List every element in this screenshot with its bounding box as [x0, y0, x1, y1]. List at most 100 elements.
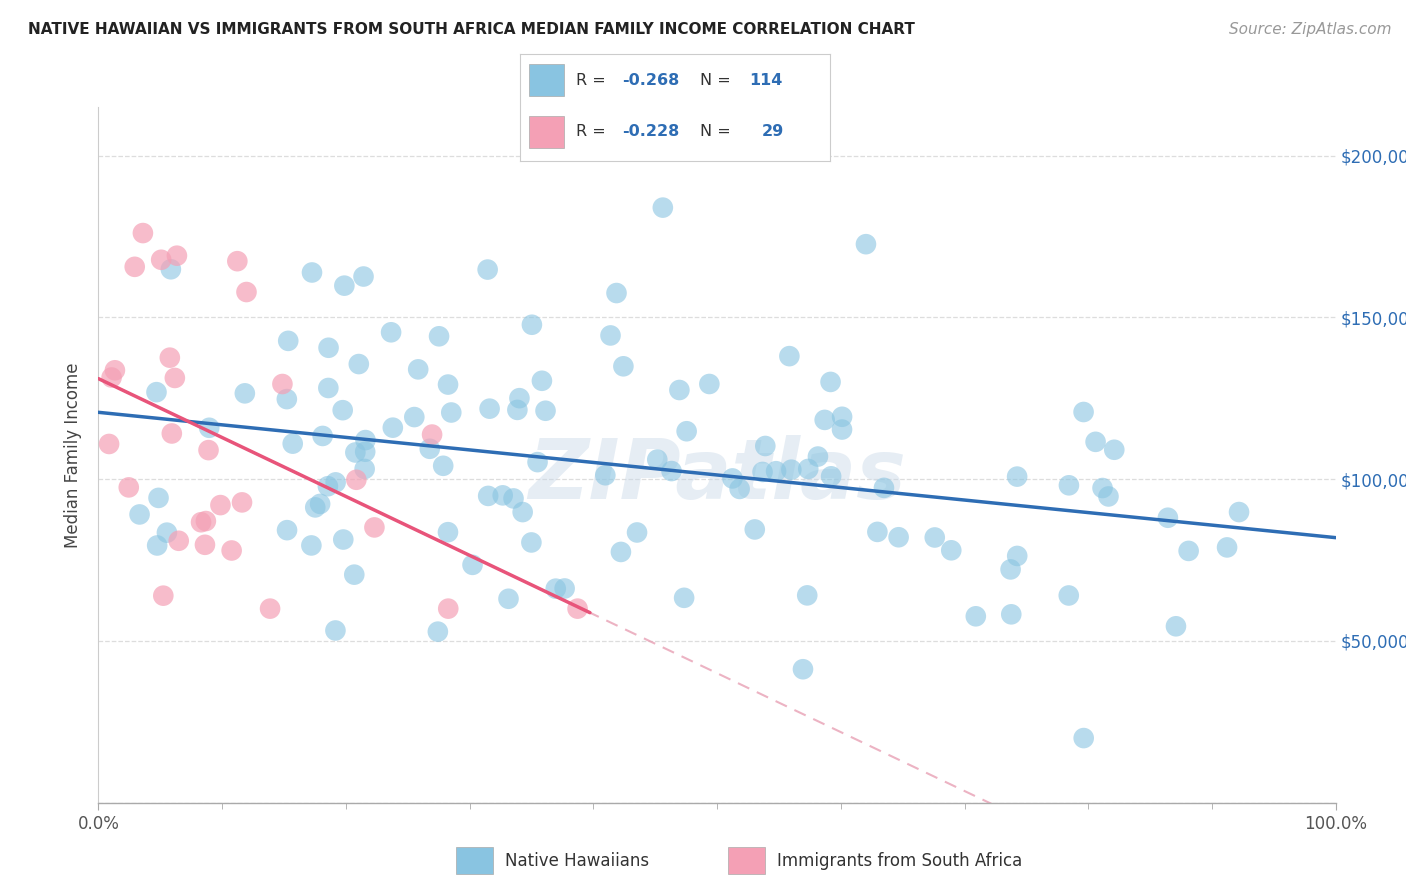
Point	[1005, 469, 1028, 483]
Point	[198, 421, 221, 435]
Point	[699, 376, 721, 391]
Point	[363, 520, 385, 534]
Point	[427, 329, 450, 343]
Point	[354, 444, 377, 458]
Point	[231, 495, 253, 509]
Point	[780, 463, 803, 477]
Text: -0.268: -0.268	[623, 73, 679, 87]
Point	[160, 262, 183, 277]
Text: Source: ZipAtlas.com: Source: ZipAtlas.com	[1229, 22, 1392, 37]
Point	[194, 514, 217, 528]
Point	[333, 278, 356, 293]
Text: 29: 29	[762, 124, 783, 139]
Text: N =: N =	[700, 73, 735, 87]
Point	[325, 475, 347, 490]
Bar	[530, 116, 564, 148]
Point	[419, 442, 441, 456]
Point	[1073, 731, 1095, 745]
Point	[508, 391, 530, 405]
Point	[156, 525, 179, 540]
Point	[610, 545, 633, 559]
Point	[276, 392, 298, 406]
Point	[132, 226, 155, 240]
Text: Native Hawaiians: Native Hawaiians	[505, 852, 650, 870]
Point	[344, 473, 367, 487]
Point	[159, 351, 181, 365]
Point	[924, 531, 946, 545]
Point	[281, 436, 304, 450]
Point	[311, 429, 333, 443]
Point	[259, 601, 281, 615]
Point	[152, 589, 174, 603]
Point	[221, 543, 243, 558]
Point	[530, 374, 553, 388]
Point	[344, 445, 367, 459]
Point	[209, 498, 232, 512]
Point	[965, 609, 987, 624]
Point	[673, 591, 696, 605]
Point	[150, 252, 173, 267]
Point	[831, 423, 853, 437]
Point	[612, 359, 634, 374]
Point	[477, 489, 499, 503]
Point	[104, 363, 127, 377]
Point	[353, 269, 375, 284]
Point	[332, 403, 354, 417]
Point	[626, 525, 648, 540]
Text: -0.228: -0.228	[623, 124, 679, 139]
Point	[1227, 505, 1250, 519]
Point	[316, 479, 339, 493]
Point	[100, 370, 122, 384]
Point	[778, 349, 800, 363]
Point	[887, 530, 910, 544]
Point	[194, 538, 217, 552]
Point	[792, 662, 814, 676]
Point	[831, 409, 853, 424]
Text: R =: R =	[576, 73, 610, 87]
Text: R =: R =	[576, 124, 610, 139]
Point	[166, 249, 188, 263]
Point	[167, 533, 190, 548]
Point	[148, 491, 170, 505]
Point	[721, 471, 744, 485]
Point	[1104, 442, 1126, 457]
Point	[1000, 562, 1022, 576]
Bar	[728, 847, 765, 874]
Point	[1216, 541, 1239, 555]
Point	[754, 439, 776, 453]
Point	[651, 201, 673, 215]
Text: ZIPatlas: ZIPatlas	[529, 435, 905, 516]
Text: 114: 114	[749, 73, 783, 87]
Point	[1164, 619, 1187, 633]
Point	[675, 424, 697, 438]
Point	[145, 385, 167, 400]
Point	[343, 567, 366, 582]
Point	[440, 405, 463, 419]
Point	[506, 403, 529, 417]
Point	[432, 458, 454, 473]
Point	[226, 254, 249, 268]
Point	[873, 481, 896, 495]
Point	[304, 500, 326, 515]
Point	[941, 543, 963, 558]
Point	[309, 497, 332, 511]
Point	[1000, 607, 1022, 622]
Point	[1057, 589, 1080, 603]
Point	[661, 464, 683, 478]
Point	[354, 433, 377, 447]
Text: NATIVE HAWAIIAN VS IMMIGRANTS FROM SOUTH AFRICA MEDIAN FAMILY INCOME CORRELATION: NATIVE HAWAIIAN VS IMMIGRANTS FROM SOUTH…	[28, 22, 915, 37]
Point	[1091, 481, 1114, 495]
Point	[325, 624, 347, 638]
Point	[1157, 510, 1180, 524]
Point	[645, 452, 668, 467]
Point	[477, 262, 499, 277]
Point	[277, 334, 299, 348]
Point	[744, 523, 766, 537]
Point	[866, 524, 889, 539]
Point	[554, 582, 576, 596]
Point	[534, 403, 557, 417]
Point	[796, 588, 818, 602]
Bar	[456, 847, 492, 874]
Point	[498, 591, 520, 606]
Point	[595, 468, 617, 483]
